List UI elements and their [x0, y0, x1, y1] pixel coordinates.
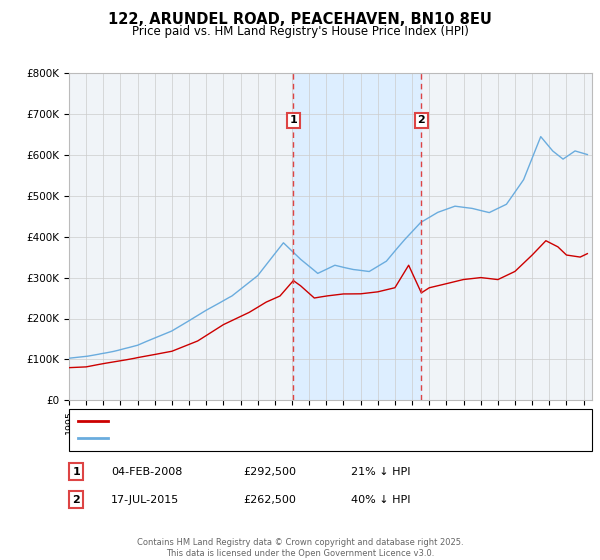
Text: 122, ARUNDEL ROAD, PEACEHAVEN, BN10 8EU: 122, ARUNDEL ROAD, PEACEHAVEN, BN10 8EU [108, 12, 492, 27]
Text: 21% ↓ HPI: 21% ↓ HPI [351, 466, 410, 477]
Text: 17-JUL-2015: 17-JUL-2015 [111, 494, 179, 505]
Text: 2: 2 [418, 115, 425, 125]
Text: 04-FEB-2008: 04-FEB-2008 [111, 466, 182, 477]
Text: 1: 1 [290, 115, 297, 125]
Text: 122, ARUNDEL ROAD, PEACEHAVEN, BN10 8EU (detached house): 122, ARUNDEL ROAD, PEACEHAVEN, BN10 8EU … [113, 416, 452, 426]
Text: 40% ↓ HPI: 40% ↓ HPI [351, 494, 410, 505]
Bar [293, 73, 421, 400]
Text: Price paid vs. HM Land Registry's House Price Index (HPI): Price paid vs. HM Land Registry's House … [131, 25, 469, 38]
Text: Contains HM Land Registry data © Crown copyright and database right 2025.
This d: Contains HM Land Registry data © Crown c… [137, 538, 463, 558]
Text: 2: 2 [73, 494, 80, 505]
Text: 1: 1 [73, 466, 80, 477]
Text: £292,500: £292,500 [243, 466, 296, 477]
Text: HPI: Average price, detached house, Lewes: HPI: Average price, detached house, Lewe… [113, 433, 338, 443]
Text: £262,500: £262,500 [243, 494, 296, 505]
